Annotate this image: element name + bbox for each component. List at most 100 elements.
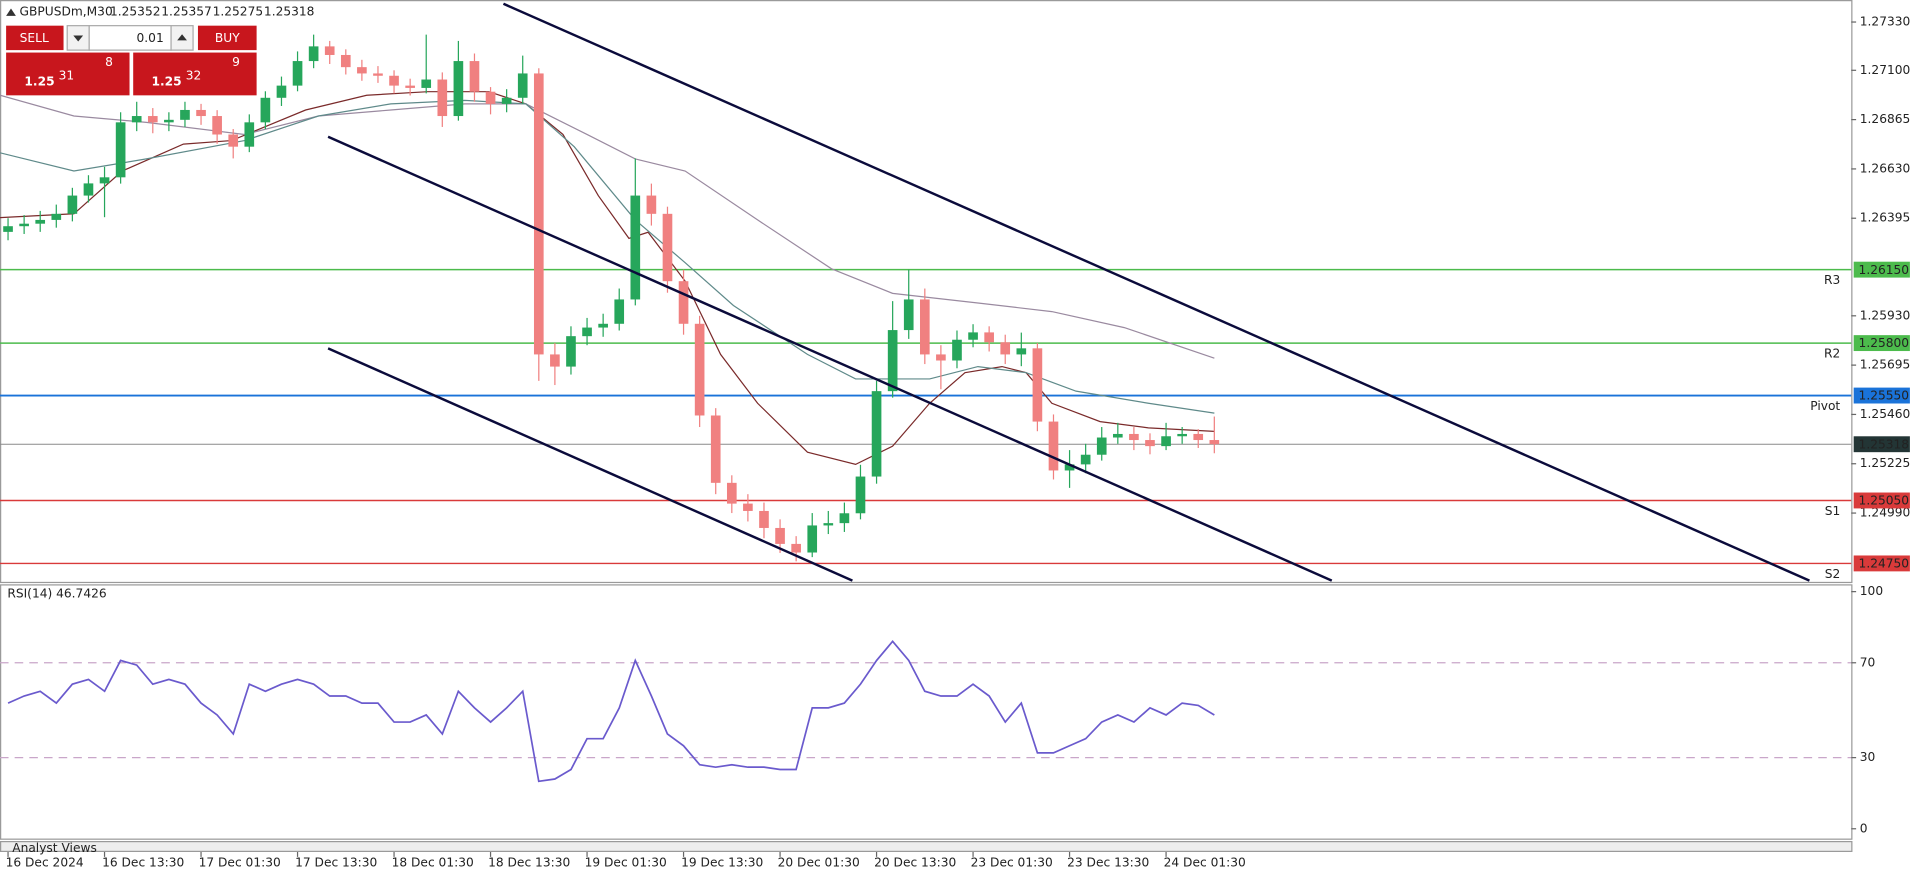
buy-price-big[interactable]: 1.25 [152,74,182,88]
candle-body [1080,454,1091,465]
candle-body [678,281,689,324]
candle-body [147,116,158,123]
sell-price-big[interactable]: 1.25 [24,74,54,88]
candle-body [646,195,657,214]
trendline [502,2,1810,582]
candle-body [164,119,174,123]
trendline [327,347,853,582]
candle-body [19,223,29,227]
y-tick-label: 70 [1860,655,1876,669]
candle-body [83,183,94,196]
candle-body [968,332,978,340]
moving-average [0,99,1215,414]
level-label-bg [1853,335,1910,352]
sell-price-point[interactable]: 8 [105,55,113,69]
sell-price[interactable]: 1.25 31 8 [6,52,130,96]
candle-body [276,85,287,98]
sell-button[interactable]: SELL [6,25,64,51]
sell-price-bg[interactable] [6,52,130,96]
candle-body [1096,437,1107,455]
y-tick-label: 1.27330 [1860,15,1911,29]
candle-body [1193,433,1204,441]
x-tick-label: 23 Dec 13:30 [1067,855,1149,869]
y-tick-label: 1.26865 [1860,112,1911,126]
lot-up-icon[interactable] [177,34,187,41]
candle-body [51,213,62,220]
candle-body [1177,433,1187,437]
x-tick-label: 17 Dec 13:30 [295,855,377,869]
buy-price[interactable]: 1.25 32 9 [133,52,257,96]
sell-price-pips[interactable]: 31 [59,68,75,82]
candle-body [1112,433,1123,438]
current-price-label: 1.25318 [1859,437,1910,451]
candle-body [726,482,737,504]
buy-label[interactable]: BUY [215,31,240,45]
candle-body [614,299,625,324]
x-tick-label: 16 Dec 2024 [6,855,84,869]
candle-body [373,73,383,76]
buy-price-point[interactable]: 9 [232,55,240,69]
candle-body [533,73,544,355]
y-tick-label: 1.25930 [1860,308,1911,322]
y-tick-label: 1.26630 [1860,161,1911,175]
level-tag: Pivot [1810,399,1840,413]
y-tick-label: 1.24990 [1860,506,1911,520]
candle-body [662,213,673,282]
lot-input[interactable] [88,25,172,51]
y-tick-label: 1.26395 [1860,211,1911,225]
candle-body [743,503,753,511]
analyst-strip [0,840,1853,852]
candle-body [903,299,914,331]
lot-value[interactable]: 0.01 [137,31,164,45]
candle-body [566,336,576,367]
sell-label[interactable]: SELL [20,31,49,45]
header-low: 1.25275 [213,5,264,19]
candle-body [839,513,850,524]
candle-body [453,61,464,117]
candle-body [1032,348,1043,422]
candle-body [919,299,930,355]
lot-down-icon[interactable] [73,35,84,42]
candle-body [710,415,721,483]
candle-body [887,330,898,392]
level-tag: S1 [1825,504,1841,518]
level-label-bg [1853,555,1910,572]
candle-body [485,91,496,104]
candle-body [437,79,448,117]
analyst-views[interactable]: Analyst Views [12,841,97,855]
candle-body [759,510,769,528]
x-tick-label: 23 Dec 01:30 [971,855,1053,869]
x-tick-label: 24 Dec 01:30 [1164,855,1246,869]
buy-button[interactable]: BUY [197,25,257,51]
candle-body [1161,436,1171,447]
header-high: 1.25357 [161,5,212,19]
candle-body [1129,433,1139,441]
candle-body [308,46,319,62]
candle-body [421,79,432,88]
candle-body [823,523,834,526]
y-tick-label: 1.25225 [1860,456,1911,470]
level-label-bg [1853,261,1910,278]
collapse-icon[interactable] [6,8,16,16]
buy-price-bg[interactable] [133,52,257,96]
candle-body [1016,348,1027,355]
level-label-bg [1853,387,1910,404]
candle-body [1145,440,1155,447]
candle-body [212,116,222,135]
buy-price-pips[interactable]: 32 [186,68,202,82]
candle-body [324,46,335,55]
rsi-line [7,640,1215,783]
buy-button-bg[interactable] [197,25,257,51]
y-tick-label: 1.25460 [1860,407,1911,421]
candle-body [871,391,882,477]
sell-button-bg[interactable] [6,25,64,51]
frame [0,0,1853,852]
level-label: 1.24750 [1859,557,1910,571]
y-tick-label: 30 [1860,750,1876,764]
candle-body [180,109,190,120]
candle-body [1209,440,1220,445]
y-tick-label: 100 [1860,584,1883,598]
